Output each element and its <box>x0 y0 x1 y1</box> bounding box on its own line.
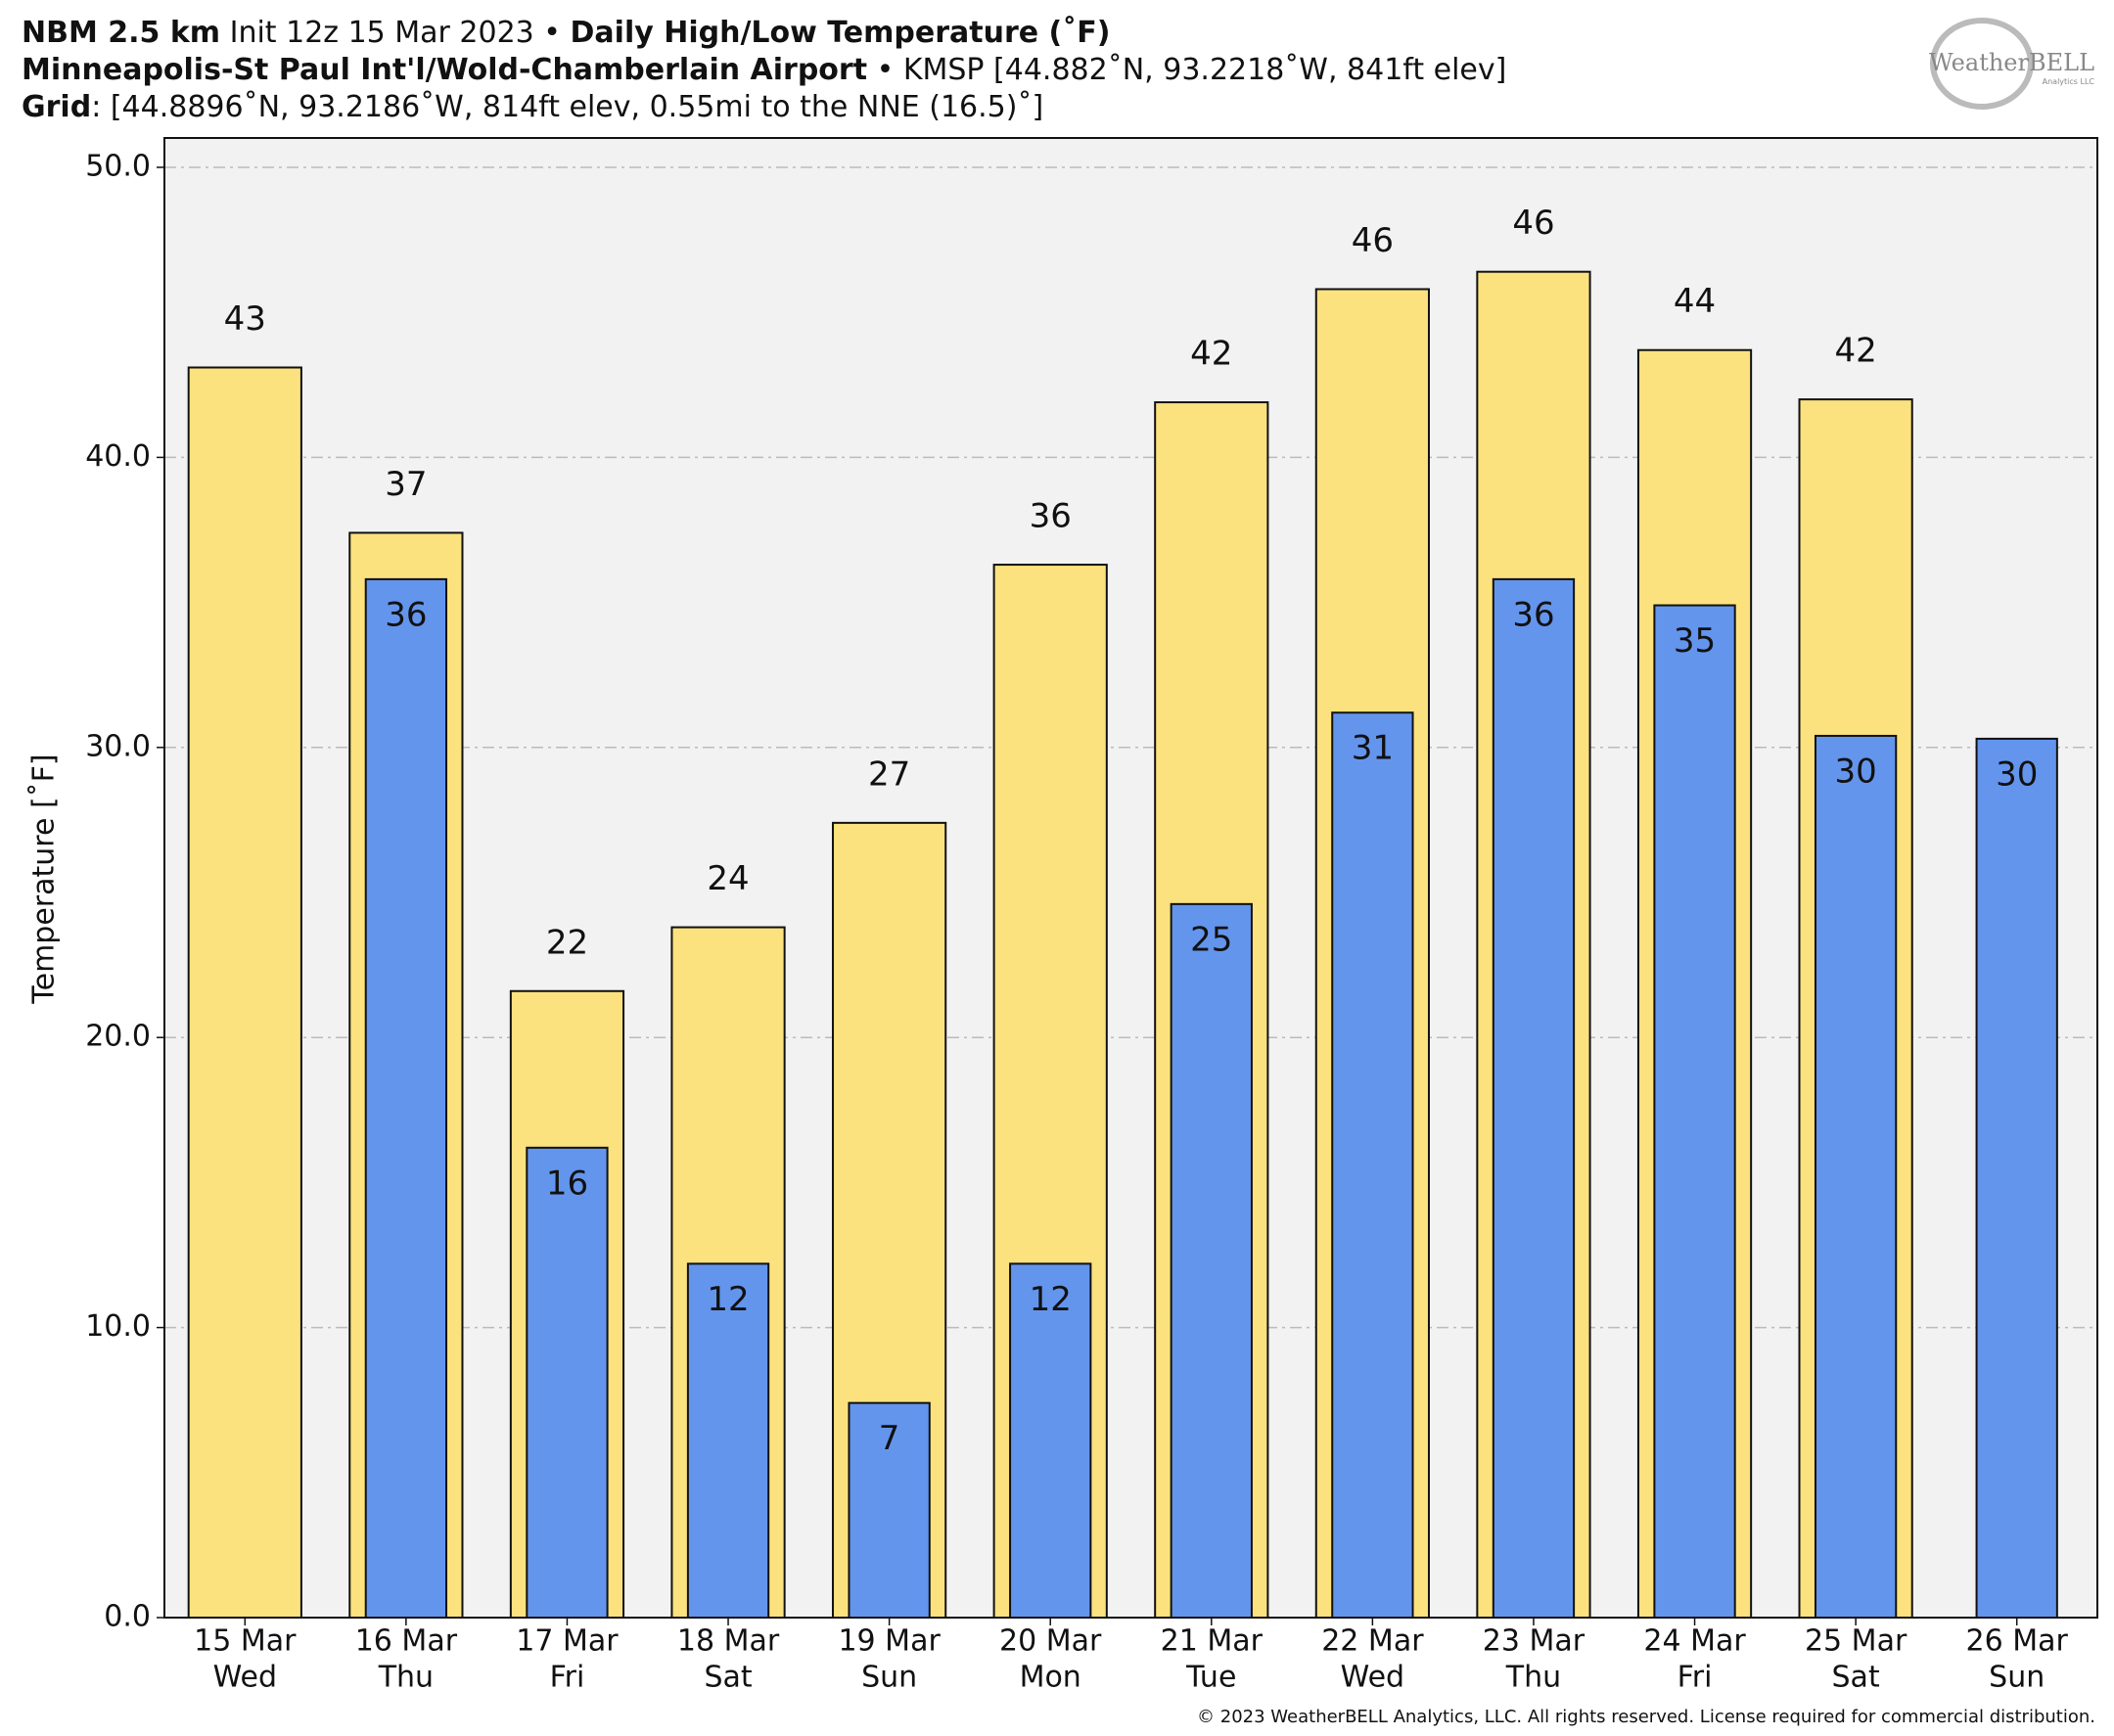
logo-sub: Analytics LLC <box>2043 77 2095 86</box>
bar <box>364 577 448 1620</box>
value-label: 22 <box>546 923 588 962</box>
bar <box>1814 734 1898 1619</box>
value-label: 30 <box>1996 754 2038 794</box>
y-tick-label: 30.0 <box>85 729 151 763</box>
x-tick-label: 17 Mar <box>516 1624 619 1659</box>
bar <box>187 366 302 1619</box>
title-segment: Daily High/Low Temperature (˚F) <box>571 15 1111 50</box>
value-label: 43 <box>224 299 266 339</box>
x-tick-label: 25 Mar <box>1805 1624 1907 1659</box>
x-tick-label: Fri <box>1677 1661 1713 1695</box>
bar <box>1009 1262 1092 1619</box>
x-tick-label: 23 Mar <box>1483 1624 1586 1659</box>
value-label: 37 <box>385 465 427 504</box>
title-segment: • KMSP [44.882˚N, 93.2218˚W, 841ft elev] <box>867 53 1506 87</box>
x-tick-label: Wed <box>1341 1661 1404 1695</box>
value-label: 27 <box>868 754 910 794</box>
bar <box>1975 737 2058 1619</box>
x-tick-label: 26 Mar <box>1966 1624 2069 1659</box>
x-tick-label: Fri <box>550 1661 585 1695</box>
x-tick-label: Tue <box>1185 1661 1236 1695</box>
y-tick-label: 50.0 <box>85 150 151 184</box>
x-tick-label: Sat <box>704 1661 752 1695</box>
x-tick-label: 16 Mar <box>355 1624 458 1659</box>
x-tick-label: 15 Mar <box>194 1624 297 1659</box>
x-tick-label: Thu <box>1505 1661 1561 1695</box>
y-tick-label: 40.0 <box>85 439 151 474</box>
value-label: 16 <box>546 1164 588 1203</box>
value-label: 12 <box>1030 1280 1072 1319</box>
bar <box>1492 577 1576 1620</box>
x-tick-label: Mon <box>1020 1661 1081 1695</box>
x-tick-label: Sat <box>1832 1661 1880 1695</box>
y-tick-label: 0.0 <box>104 1600 151 1634</box>
x-tick-label: 24 Mar <box>1643 1624 1746 1659</box>
title-line: Minneapolis-St Paul Int'l/Wold-Chamberla… <box>22 53 1506 87</box>
bar <box>1170 902 1253 1619</box>
value-label: 25 <box>1190 920 1232 959</box>
plot-frame <box>163 137 2098 1619</box>
title-segment: Minneapolis-St Paul Int'l/Wold-Chamberla… <box>22 53 867 87</box>
x-tick-label: 22 Mar <box>1321 1624 1424 1659</box>
x-tick-label: 21 Mar <box>1161 1624 1264 1659</box>
x-tick-label: Thu <box>378 1661 434 1695</box>
title-segment: Init 12z 15 Mar 2023 • <box>220 16 570 50</box>
x-tick-label: 19 Mar <box>838 1624 941 1659</box>
y-axis-label: Temperature [˚F] <box>27 754 62 1004</box>
value-label: 44 <box>1674 282 1716 321</box>
value-label: 7 <box>879 1419 900 1458</box>
value-label: 42 <box>1190 335 1232 374</box>
title-segment: : [44.8896˚N, 93.2186˚W, 814ft elev, 0.5… <box>91 90 1043 124</box>
footer: © 2023 WeatherBELL Analytics, LLC. All r… <box>1197 1707 2095 1727</box>
value-label: 36 <box>1030 497 1072 536</box>
bar <box>1331 711 1414 1619</box>
bar <box>526 1146 609 1620</box>
value-label: 24 <box>707 859 749 898</box>
value-label: 12 <box>707 1280 749 1319</box>
y-tick-label: 20.0 <box>85 1020 151 1054</box>
value-label: 36 <box>385 595 427 634</box>
x-tick-label: Sun <box>1989 1661 2045 1695</box>
title-segment: Grid <box>22 90 91 124</box>
x-tick-label: Wed <box>213 1661 277 1695</box>
value-label: 46 <box>1512 204 1554 243</box>
x-tick-label: Sun <box>861 1661 917 1695</box>
title-segment: NBM 2.5 km <box>22 16 220 50</box>
plot-background <box>164 138 2097 1618</box>
value-label: 31 <box>1352 729 1394 768</box>
bar <box>686 1262 770 1619</box>
value-label: 42 <box>1834 332 1876 371</box>
value-label: 35 <box>1674 621 1716 661</box>
title-line: NBM 2.5 km Init 12z 15 Mar 2023 • Daily … <box>22 15 1110 50</box>
x-tick-label: 18 Mar <box>677 1624 780 1659</box>
x-tick-label: 20 Mar <box>999 1624 1102 1659</box>
bar <box>1653 604 1736 1620</box>
logo-mark <box>1930 18 2034 110</box>
value-label: 30 <box>1834 752 1876 791</box>
title-line: Grid: [44.8896˚N, 93.2186˚W, 814ft elev,… <box>22 90 1043 124</box>
value-label: 36 <box>1512 595 1554 634</box>
logo: WeatherBELL <box>1929 49 2094 76</box>
value-label: 46 <box>1352 221 1394 260</box>
y-tick-label: 10.0 <box>85 1309 151 1344</box>
